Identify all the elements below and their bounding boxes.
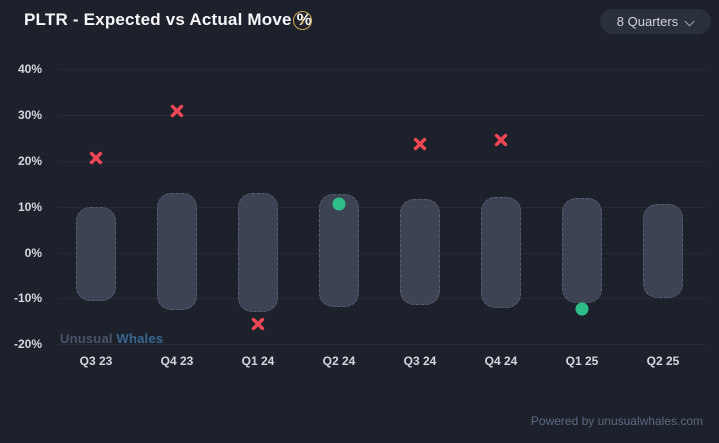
y-axis-label-0: 0% xyxy=(24,245,42,260)
watermark-whales: Whales xyxy=(116,331,164,346)
actual-move-miss-marker-q3-23 xyxy=(89,151,103,165)
chart-title: PLTR - Expected vs Actual Move % xyxy=(24,10,312,29)
actual-move-miss-marker-q3-24 xyxy=(413,137,427,151)
x-axis-label-q1-24: Q1 24 xyxy=(241,354,275,368)
x-axis-label-q4-24: Q4 24 xyxy=(484,354,518,368)
red-x-icon xyxy=(494,133,508,147)
y-axis-label-20: 20% xyxy=(17,153,42,168)
gridline-0 xyxy=(58,252,706,254)
gridline-40 xyxy=(58,69,706,70)
y-axis-label--20: -20% xyxy=(13,337,42,352)
expected-range-pill-q4-23 xyxy=(157,193,197,311)
actual-move-hit-marker-q1-25 xyxy=(575,302,589,315)
chevron-down-icon xyxy=(685,15,694,24)
actual-move-hit-marker-q2-24 xyxy=(332,197,346,211)
x-axis-label-q2-24: Q2 24 xyxy=(322,354,356,368)
x-axis-label-q2-25: Q2 25 xyxy=(646,354,680,368)
unusual-whales-watermark: Unusual Whales xyxy=(60,331,163,346)
red-x-icon xyxy=(170,104,184,117)
red-x-icon xyxy=(89,151,103,165)
green-dot-icon xyxy=(575,302,589,315)
expected-range-pill-q4-24 xyxy=(481,197,521,308)
red-x-icon xyxy=(251,317,265,330)
red-x-icon xyxy=(413,137,427,150)
x-axis-label-q4-23: Q4 23 xyxy=(160,354,194,368)
x-axis-label-q3-23: Q3 23 xyxy=(79,354,113,368)
gridline-30 xyxy=(58,114,706,116)
watermark-unusual: Unusual xyxy=(60,331,117,346)
actual-move-miss-marker-q4-24 xyxy=(494,133,508,147)
quarter-range-dropdown[interactable]: 8 Quarters xyxy=(600,9,711,34)
powered-by-text: Powered by unusualwhales.com xyxy=(530,414,703,428)
actual-move-miss-marker-q4-23 xyxy=(170,104,184,118)
x-axis-label-q1-25: Q1 25 xyxy=(565,354,599,368)
expected-range-pill-q2-25 xyxy=(643,204,683,299)
quarter-range-label: 8 Quarters xyxy=(616,14,679,29)
x-axis-label-q3-24: Q3 24 xyxy=(403,354,437,368)
expected-range-pill-q3-24 xyxy=(400,199,440,305)
info-circle-icon[interactable]: i xyxy=(293,11,312,30)
green-dot-icon xyxy=(332,197,346,211)
expected-range-pill-q1-25 xyxy=(562,197,602,304)
y-axis-label-10: 10% xyxy=(17,199,42,214)
gridline--10 xyxy=(58,298,706,300)
gridline-20 xyxy=(58,160,706,162)
expected-range-pill-q2-24 xyxy=(319,194,359,308)
y-axis-label-30: 30% xyxy=(17,107,42,122)
actual-move-miss-marker-q1-24 xyxy=(251,317,265,331)
y-axis-label--10: -10% xyxy=(13,291,42,306)
gridline--20 xyxy=(58,344,706,346)
gridline-10 xyxy=(58,206,706,208)
expected-range-pill-q3-23 xyxy=(76,206,116,301)
y-axis-label-40: 40% xyxy=(17,62,42,76)
expected-range-pill-q1-24 xyxy=(238,192,278,313)
